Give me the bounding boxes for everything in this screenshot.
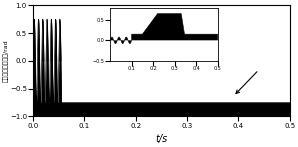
X-axis label: t/s: t/s	[155, 134, 167, 144]
Y-axis label: 转子位置估计误差/rad: 转子位置估计误差/rad	[3, 40, 8, 82]
